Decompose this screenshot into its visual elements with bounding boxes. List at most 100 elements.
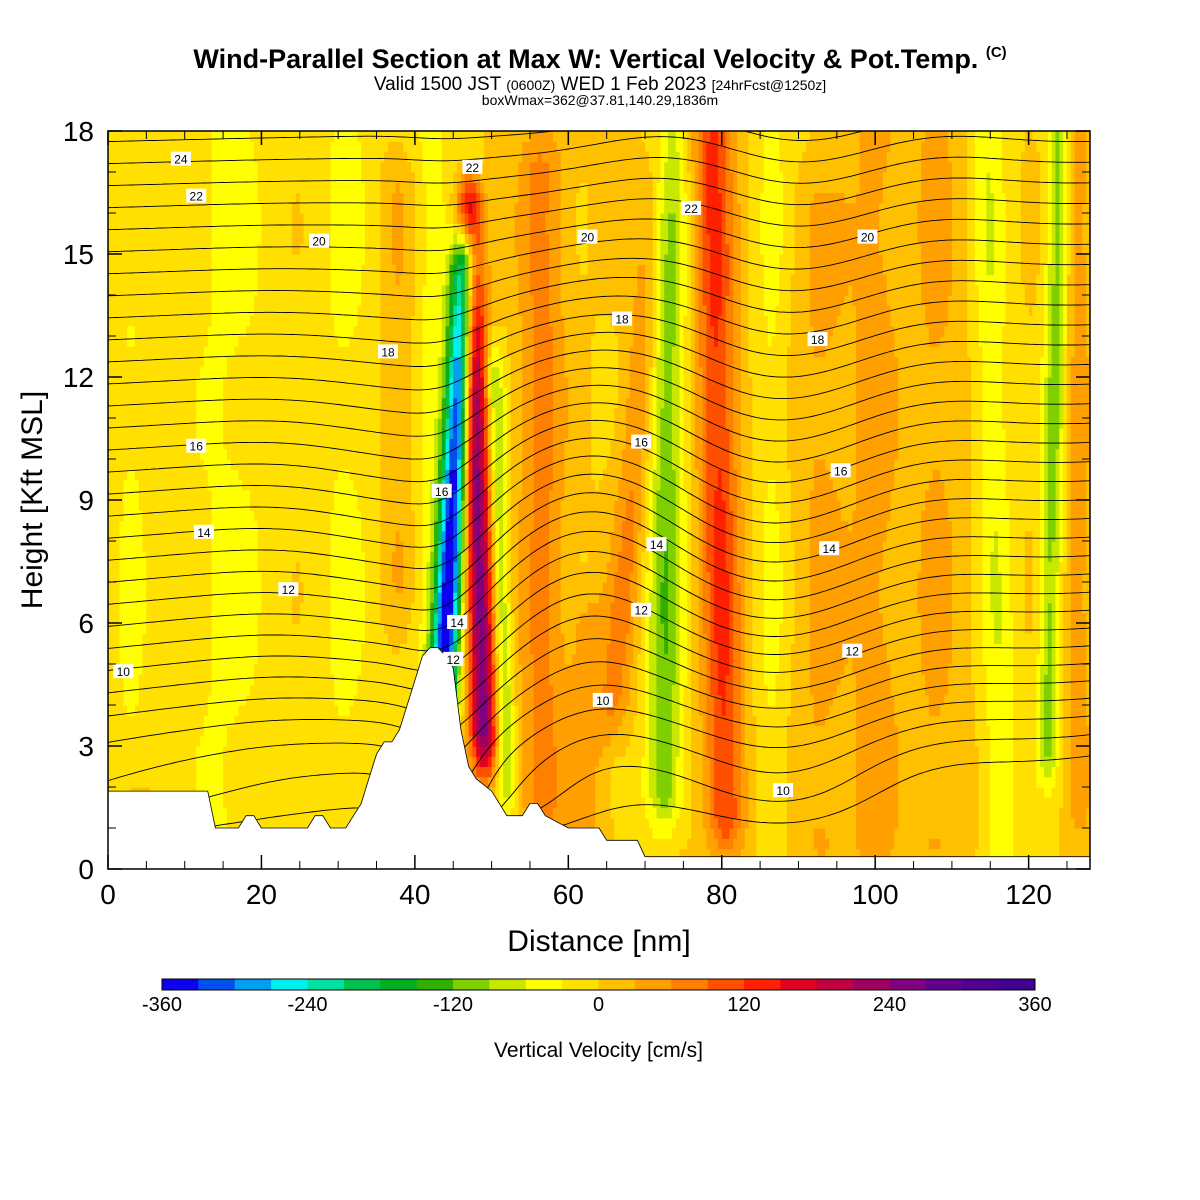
- w-cell: [131, 192, 136, 204]
- w-cell: [127, 346, 132, 358]
- w-cell: [253, 653, 259, 665]
- w-cell: [353, 192, 358, 204]
- w-cell: [157, 541, 163, 552]
- w-cell: [334, 254, 339, 265]
- w-cell: [276, 356, 282, 368]
- w-cell: [322, 469, 328, 481]
- w-cell: [238, 664, 243, 675]
- w-cell: [192, 182, 197, 194]
- w-cell: [276, 725, 282, 737]
- w-cell: [361, 346, 366, 358]
- w-cell: [307, 172, 312, 183]
- w-cell: [115, 295, 121, 306]
- w-cell: [349, 633, 355, 645]
- w-cell: [226, 295, 232, 306]
- w-cell: [134, 633, 140, 645]
- w-cell: [223, 469, 228, 481]
- w-cell: [246, 366, 251, 378]
- w-cell: [215, 428, 220, 440]
- w-cell: [111, 694, 117, 706]
- w-cell: [203, 325, 209, 337]
- w-cell: [184, 459, 190, 470]
- w-cell: [365, 735, 370, 747]
- w-cell: [276, 315, 282, 327]
- w-cell: [196, 500, 201, 511]
- w-cell: [188, 592, 193, 604]
- w-cell: [119, 346, 124, 358]
- w-cell: [349, 766, 355, 778]
- w-cell: [169, 735, 174, 747]
- w-cell: [288, 571, 293, 583]
- w-cell: [177, 571, 182, 583]
- w-cell: [215, 530, 220, 542]
- w-cell: [292, 541, 297, 552]
- w-cell: [299, 602, 305, 614]
- w-cell: [315, 735, 320, 747]
- w-cell: [119, 151, 124, 163]
- w-cell: [299, 787, 305, 798]
- w-cell: [138, 612, 144, 624]
- w-cell: [326, 202, 332, 214]
- w-cell: [207, 705, 213, 716]
- w-cell: [318, 366, 324, 378]
- w-cell: [215, 151, 220, 163]
- w-cell: [299, 653, 305, 665]
- w-cell: [253, 366, 259, 378]
- w-cell: [184, 674, 190, 686]
- w-cell: [357, 623, 362, 634]
- w-cell: [269, 387, 274, 399]
- w-cell: [318, 284, 324, 296]
- w-cell: [318, 520, 324, 532]
- w-cell: [295, 469, 301, 481]
- w-cell: [253, 377, 259, 388]
- w-cell: [265, 623, 270, 634]
- w-cell: [219, 623, 224, 634]
- w-cell: [322, 489, 328, 501]
- w-cell: [123, 131, 128, 142]
- w-cell: [295, 131, 301, 142]
- w-cell: [111, 274, 117, 286]
- w-cell: [330, 530, 335, 542]
- w-cell: [361, 264, 366, 276]
- w-cell: [154, 643, 159, 655]
- w-cell: [349, 541, 355, 552]
- w-cell: [326, 694, 332, 706]
- w-cell: [307, 735, 312, 747]
- w-cell: [326, 284, 332, 296]
- w-cell: [269, 674, 274, 686]
- w-cell: [115, 776, 121, 788]
- w-cell: [368, 172, 374, 183]
- w-cell: [161, 284, 167, 296]
- w-cell: [142, 653, 147, 665]
- w-cell: [295, 530, 301, 542]
- w-cell: [230, 561, 236, 573]
- w-cell: [345, 377, 351, 388]
- w-cell: [177, 295, 182, 306]
- w-cell: [345, 305, 351, 317]
- w-cell: [349, 571, 355, 583]
- w-cell: [292, 705, 297, 716]
- w-cell: [284, 766, 289, 778]
- w-cell: [311, 735, 316, 747]
- w-cell: [341, 172, 347, 183]
- w-cell: [131, 336, 136, 347]
- w-cell: [230, 766, 236, 778]
- w-cell: [238, 489, 243, 501]
- w-cell: [338, 284, 343, 296]
- w-cell: [230, 213, 236, 224]
- w-cell: [276, 694, 282, 706]
- w-cell: [173, 223, 178, 235]
- w-cell: [269, 295, 274, 306]
- w-cell: [353, 161, 358, 173]
- w-cell: [269, 131, 274, 142]
- w-cell: [211, 356, 217, 368]
- w-cell: [207, 336, 213, 347]
- w-cell: [249, 571, 255, 583]
- w-cell: [150, 592, 155, 604]
- w-cell: [196, 746, 201, 757]
- w-cell: [111, 479, 117, 491]
- w-cell: [242, 356, 247, 368]
- w-cell: [357, 653, 362, 665]
- w-cell: [165, 551, 170, 563]
- w-cell: [349, 274, 355, 286]
